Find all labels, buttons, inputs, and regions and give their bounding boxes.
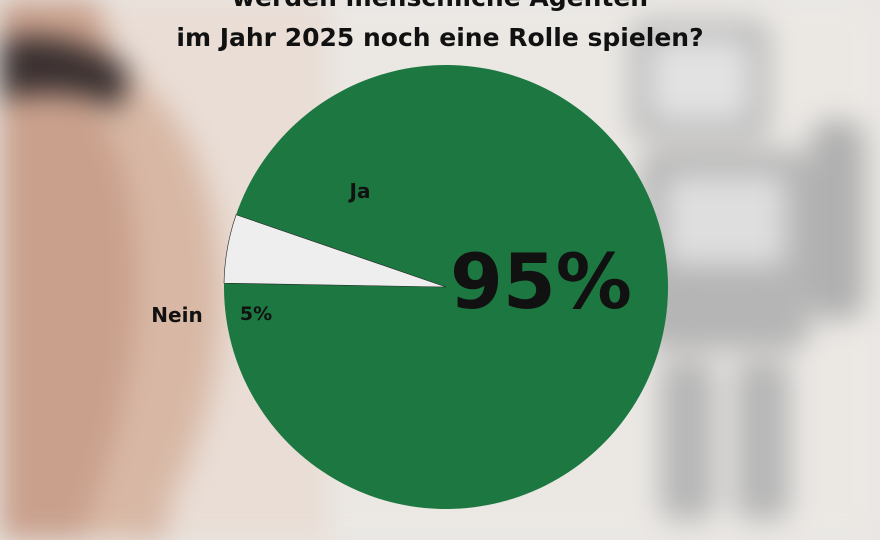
slice-value-nein: 5% [240, 303, 272, 325]
slice-label-nein: Nein [151, 303, 202, 327]
pie-slices [223, 65, 668, 510]
slice-label-ja: Ja [348, 179, 371, 203]
pie-slice-nein [223, 214, 447, 288]
chart-title-line-2: im Jahr 2025 noch eine Rolle spielen? [176, 23, 703, 52]
chart-title-line-1: werden menschliche Agenten [232, 0, 648, 12]
slice-value-ja: 95% [450, 237, 632, 326]
chart-title: werden menschliche Agenten im Jahr 2025 … [176, 0, 703, 52]
